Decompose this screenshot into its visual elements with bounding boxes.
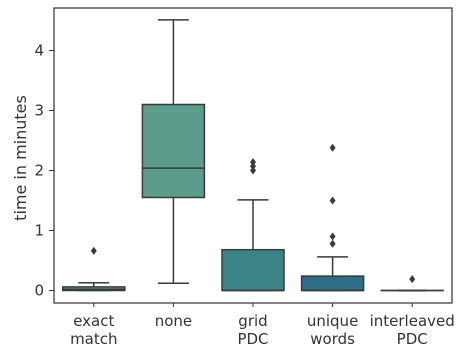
outlier-point: [409, 275, 415, 283]
y-tick-label: 2: [34, 162, 44, 180]
outlier-point: [330, 197, 336, 205]
box-body: [222, 250, 284, 291]
box-4: [381, 275, 443, 290]
box-1: [142, 20, 204, 283]
x-tick-label-line: PDC: [237, 330, 268, 348]
outlier-point: [330, 240, 336, 248]
outlier-point: [250, 158, 256, 166]
box-2: [222, 158, 284, 290]
box-body: [142, 105, 204, 198]
box-marks: [63, 20, 443, 291]
box-0: [63, 247, 125, 291]
outlier-point: [330, 233, 336, 241]
y-tick-label: 0: [34, 282, 44, 300]
x-tick-label-line: PDC: [397, 330, 428, 348]
x-tick-label-line: exact: [73, 312, 114, 330]
box-3: [302, 144, 364, 291]
outlier-point: [91, 247, 97, 255]
x-tick-label: none: [155, 312, 192, 330]
y-axis-label: time in minutes: [11, 95, 30, 221]
x-tick-label-line: grid: [238, 312, 267, 330]
y-tick-label: 1: [34, 222, 44, 240]
y-tick-label: 4: [34, 42, 44, 60]
x-tick-label-line: interleaved: [370, 312, 455, 330]
x-tick-label-line: none: [155, 312, 192, 330]
outlier-point: [330, 144, 336, 152]
box-body: [302, 276, 364, 290]
x-tick-label-line: match: [70, 330, 117, 348]
y-tick-label: 3: [34, 102, 44, 120]
x-tick-label-line: unique: [307, 312, 358, 330]
x-tick-label-line: words: [310, 330, 355, 348]
